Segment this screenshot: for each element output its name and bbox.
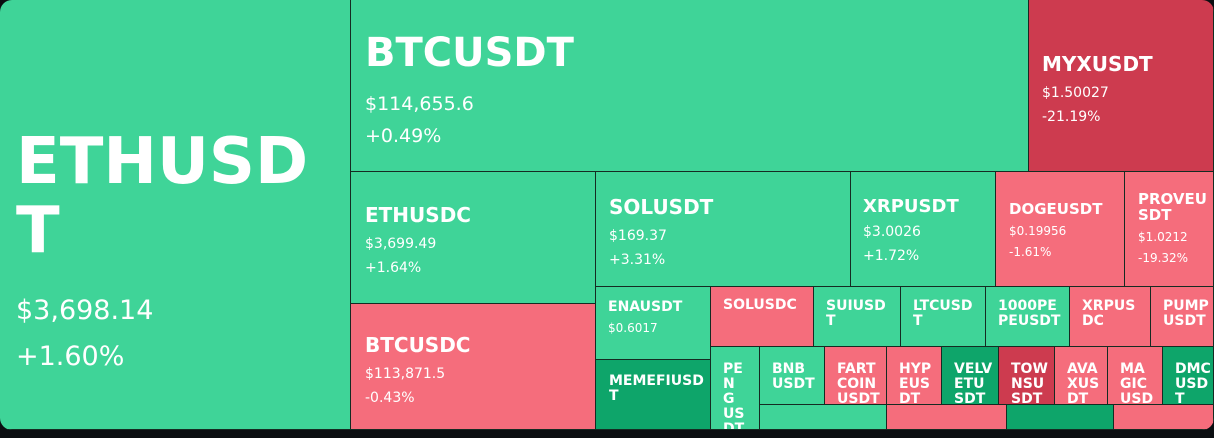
heatmap-tile[interactable]: PUMPUSDT — [1151, 287, 1214, 347]
heatmap-tile[interactable]: BTCUSDC $113,871.5 -0.43% — [351, 304, 596, 430]
tile-change: +1.60% — [16, 341, 125, 373]
tile-symbol: SOLUSDC — [723, 297, 797, 313]
heatmap-tile[interactable]: MYXUSDT $1.50027 -21.19% — [1029, 0, 1214, 172]
tile-change: +3.31% — [609, 251, 666, 268]
tile-change: -1.61% — [1009, 245, 1052, 260]
heatmap-tile[interactable]: BTCUSDT $114,655.6 +0.49% — [351, 0, 1029, 172]
tile-symbol: MYXUSDT — [1042, 52, 1153, 76]
heatmap-tile[interactable] — [1114, 405, 1214, 430]
tile-symbol: LTCUSDT — [913, 298, 973, 330]
tile-change: -21.19% — [1042, 108, 1101, 125]
tile-symbol: BNBUSDT — [772, 361, 815, 393]
tile-symbol: BTCUSDT — [365, 30, 574, 76]
tile-symbol: HYPEUSDT — [899, 361, 932, 405]
tile-change: -19.32% — [1138, 251, 1189, 266]
tile-price: $1.50027 — [1042, 84, 1109, 101]
heatmap-tile[interactable]: LTCUSDT — [901, 287, 986, 347]
heatmap-tile[interactable]: SOLUSDC — [711, 287, 814, 347]
tile-symbol: PROVEUSDT — [1138, 190, 1207, 225]
heatmap-tile[interactable]: ETHUSDC $3,699.49 +1.64% — [351, 172, 596, 304]
tile-symbol: TOWNSUSDT — [1011, 361, 1048, 405]
tile-symbol: SOLUSDT — [609, 195, 714, 219]
tile-change: +1.64% — [365, 259, 422, 276]
tile-symbol: DMCUSDT — [1175, 361, 1211, 405]
heatmap-tile[interactable]: VELVETUSDT — [942, 347, 999, 405]
tile-symbol: 1000PEPEUSDT — [998, 298, 1061, 330]
tile-symbol: XRPUSDC — [1082, 298, 1136, 330]
heatmap-tile[interactable]: SUIUSDT — [814, 287, 901, 347]
heatmap-tile[interactable]: HYPEUSDT — [887, 347, 942, 405]
heatmap-tile[interactable]: PENGUSDT — [711, 347, 760, 430]
heatmap-tile[interactable]: XRPUSDT $3.0026 +1.72% — [851, 172, 996, 287]
heatmap-tile[interactable]: MAGICUSDT — [1108, 347, 1163, 405]
tile-price: $3,699.49 — [365, 235, 437, 252]
heatmap-tile[interactable]: MEMEFIUSDT — [596, 360, 711, 430]
tile-price: $114,655.6 — [365, 93, 474, 116]
heatmap-tile[interactable]: DOGEUSDT $0.19956 -1.61% — [996, 172, 1125, 287]
tile-symbol: BTCUSDC — [365, 333, 471, 357]
tile-price: $0.6017 — [608, 321, 658, 336]
heatmap-tile[interactable]: ENAUSDT $0.6017 — [596, 287, 711, 360]
tile-change: -0.43% — [365, 389, 415, 406]
heatmap-tile[interactable]: DMCUSDT — [1163, 347, 1214, 405]
heatmap-tile[interactable]: SOLUSDT $169.37 +3.31% — [596, 172, 851, 287]
heatmap-tile[interactable] — [760, 405, 887, 430]
heatmap-tile[interactable]: PROVEUSDT $1.0212 -19.32% — [1125, 172, 1214, 287]
tile-symbol: ETHUSDC — [365, 203, 471, 227]
tile-symbol: AVAXUSDT — [1067, 361, 1100, 405]
tile-symbol: FARTCOINUSDT — [837, 361, 880, 405]
heatmap-tile[interactable] — [887, 405, 1007, 430]
tile-price: $113,871.5 — [365, 365, 446, 382]
tile-price: $1.0212 — [1138, 230, 1188, 245]
tile-symbol: MAGICUSDT — [1120, 361, 1154, 405]
heatmap-tile[interactable]: BNBUSDT — [760, 347, 825, 405]
tile-price: $0.19956 — [1009, 224, 1067, 239]
tile-symbol: SUIUSDT — [826, 298, 886, 330]
heatmap-tile[interactable]: XRPUSDC — [1070, 287, 1151, 347]
heatmap-tile[interactable]: TOWNSUSDT — [999, 347, 1055, 405]
tile-change: +0.49% — [365, 125, 442, 148]
heatmap-tile[interactable]: FARTCOINUSDT — [825, 347, 887, 405]
tile-price: $169.37 — [609, 227, 667, 244]
tile-symbol: DOGEUSDT — [1009, 200, 1103, 218]
heatmap-tile[interactable] — [1007, 405, 1114, 430]
tile-symbol: ETHUSDT — [16, 125, 309, 269]
tile-change: +1.72% — [863, 248, 920, 265]
heatmap-tile[interactable]: AVAXUSDT — [1055, 347, 1108, 405]
tile-symbol: ENAUSDT — [608, 299, 683, 315]
tile-price: $3,698.14 — [16, 295, 154, 327]
heatmap-tile[interactable]: 1000PEPEUSDT — [986, 287, 1070, 347]
tile-price: $3.0026 — [863, 224, 921, 241]
heatmap-tile[interactable]: ETHUSDT $3,698.14 +1.60% — [0, 0, 351, 430]
tile-symbol: PENGUSDT — [723, 361, 745, 430]
tile-symbol: VELVETUSDT — [954, 361, 993, 405]
tile-symbol: PUMPUSDT — [1163, 298, 1209, 330]
tile-symbol: XRPUSDT — [863, 196, 959, 217]
tile-symbol: MEMEFIUSDT — [609, 373, 704, 405]
